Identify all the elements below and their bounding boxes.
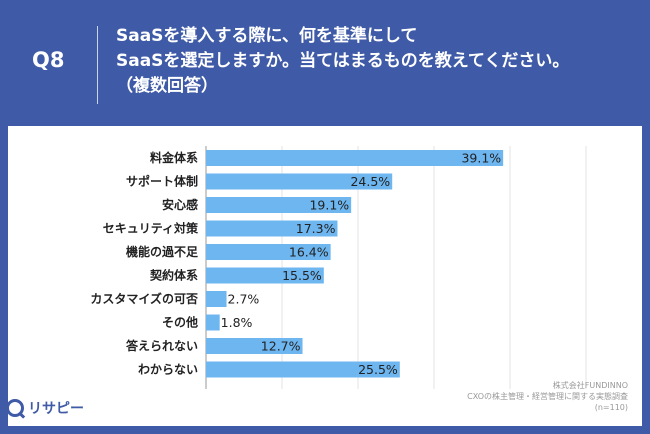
value-label: 1.8% (221, 315, 253, 330)
source-survey: CXOの株主管理・経営管理に関する実態調査 (467, 392, 628, 401)
value-label: 24.5% (350, 174, 390, 189)
category-label: わからない (138, 363, 198, 377)
bar (206, 291, 227, 307)
category-label: セキュリティ対策 (103, 221, 199, 236)
category-label: 機能の過不足 (126, 244, 198, 259)
value-label: 25.5% (358, 362, 398, 377)
bar-chart: 料金体系 39.1% サポート体制 24.5% 安心感 19.1% セキュリティ対策 17.3… (90, 146, 587, 389)
question-line: （複数回答） (116, 76, 218, 96)
category-label: 答えられない (126, 338, 198, 353)
source-note: 株式会社FUNDINNO CXOの株主管理・経営管理に関する実態調査 (n=11… (467, 380, 628, 413)
category-label: サポート体制 (126, 174, 198, 189)
category-label: その他 (162, 315, 198, 330)
category-label: 安心感 (162, 197, 198, 212)
value-label: 12.7% (261, 339, 301, 354)
value-label: 15.5% (282, 268, 322, 283)
magnifier-icon (6, 399, 24, 417)
risapi-logo: リサピー (6, 398, 84, 418)
question-line: SaaSを選定しますか。当てはまるものを教えてください。 (116, 51, 570, 71)
value-label: 19.1% (309, 198, 349, 213)
category-label: カスタマイズの可否 (90, 291, 198, 306)
question-line: SaaSを導入する際に、何を基準にして (116, 26, 418, 46)
value-label: 17.3% (296, 221, 336, 236)
value-label: 39.1% (461, 151, 501, 166)
logo-text: リサピー (28, 401, 84, 417)
category-label: 料金体系 (150, 150, 198, 165)
bar (206, 220, 338, 237)
question-header: Q8 SaaSを導入する際に、何を基準にして SaaSを選定しますか。当てはまる… (0, 0, 650, 118)
bar (206, 314, 220, 331)
bar (206, 197, 352, 213)
bar (206, 338, 303, 354)
source-company: 株式会社FUNDINNO (552, 381, 628, 390)
bar (206, 173, 393, 190)
bar (206, 244, 331, 260)
chart-panel: 料金体系 39.1% サポート体制 24.5% 安心感 19.1% セキュリティ対策 17.3… (8, 126, 642, 426)
category-label: 契約体系 (149, 268, 198, 283)
bar (206, 361, 400, 378)
divider (97, 26, 98, 104)
question-text: SaaSを導入する際に、何を基準にして SaaSを選定しますか。当てはまるものを… (116, 24, 569, 99)
bar (206, 150, 504, 166)
value-label: 2.7% (228, 292, 260, 307)
bar (206, 267, 324, 284)
value-label: 16.4% (289, 245, 329, 260)
question-number: Q8 (32, 48, 65, 72)
source-sample-size: (n=110) (594, 403, 628, 412)
